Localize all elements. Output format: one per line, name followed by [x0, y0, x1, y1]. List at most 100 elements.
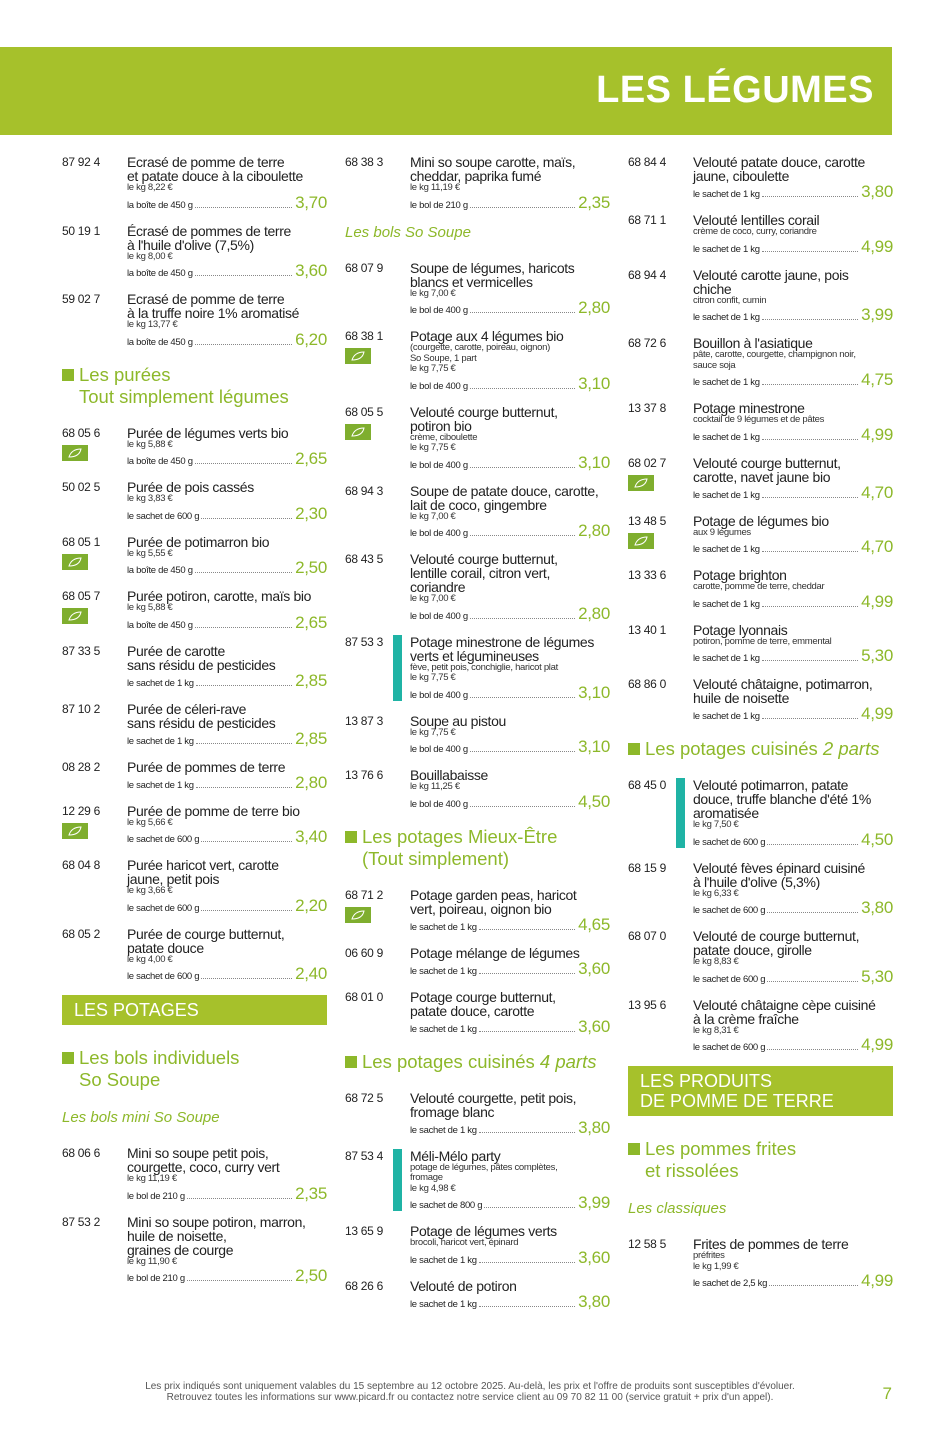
leader — [194, 463, 293, 464]
section-line: Les potages cuisinés 4 parts — [345, 1051, 610, 1073]
product-name: Velouté châtaigne, potimarron, — [693, 676, 873, 692]
column: 68 38 3 Mini so soupe carotte, maïs, chedd… — [345, 155, 610, 1323]
unit: le sachet de 600 g — [693, 973, 766, 985]
product-detail: le kg 11,19 € — [410, 182, 460, 193]
leader — [469, 751, 576, 752]
price: 3,99 — [578, 1193, 610, 1212]
product-name: Velouté carotte jaune, pois — [693, 266, 849, 283]
product-detail: le kg 6,33 € — [693, 887, 739, 899]
unit-row: le sachet de 2,5 kg 4,99 — [693, 1272, 893, 1289]
product-detail: le kg 5,66 € — [127, 816, 173, 828]
product: 68 86 0 Velouté châtaigne, potimarron, hui… — [628, 677, 893, 722]
product-body: Méli-Mélo party potage de légumes, pâtes … — [410, 1149, 610, 1212]
leader — [767, 912, 859, 913]
unit-row: le sachet de 1 kg 4,99 — [693, 238, 893, 255]
product-name: Soupe de patate douce, carotte, — [410, 482, 599, 499]
bio-badge — [345, 348, 371, 364]
section-heading: Les pommes frites et rissolées — [628, 1138, 893, 1182]
product-body: Soupe de légumes, haricots blancs et verm… — [410, 261, 610, 317]
product-detail: potage de légumes, pâtes complètes, — [410, 1161, 558, 1173]
product-detail: le kg 4,00 € — [127, 953, 173, 965]
product: 87 10 2 Purée de céleri-rave sans résidu d… — [62, 702, 327, 747]
product-detail: le kg 11,25 € — [410, 781, 460, 792]
code-cell: 68 94 3 — [345, 484, 410, 540]
product-code: 13 37 8 — [628, 401, 666, 415]
section-heading: Les potages cuisinés 2 parts — [628, 738, 893, 760]
product-name: Velouté châtaigne cèpe cuisiné — [693, 996, 876, 1013]
code-cell: 68 05 6 — [62, 426, 127, 468]
unit-row: le sachet de 1 kg 3,99 — [693, 306, 893, 323]
product: 87 33 5 Purée de carotte sans résidu de pe… — [62, 644, 327, 689]
product-detail: le kg 8,31 € — [693, 1024, 739, 1036]
unit-row: le sachet de 600 g 5,30 — [693, 968, 893, 985]
price: 3,60 — [578, 1016, 610, 1036]
product-code: 68 43 5 — [345, 552, 383, 566]
leader — [761, 438, 859, 440]
code-cell: 68 38 1 — [345, 329, 410, 392]
unit: le sachet de 600 g — [127, 510, 200, 522]
product-name: Velouté fèves épinard cuisiné — [693, 859, 865, 876]
product-name: Velouté potimarron, patate — [693, 777, 849, 793]
unit: le sachet de 1 kg — [410, 921, 477, 933]
section-line: Les potages Mieux-Être — [345, 826, 610, 848]
product-body: Potage minestrone cocktail de 9 légumes e… — [693, 401, 893, 443]
unit-row: le bol de 400 g 3,10 — [410, 738, 610, 755]
leader — [469, 466, 576, 468]
price: 5,30 — [861, 966, 893, 986]
price: 3,60 — [578, 958, 610, 978]
unit: le sachet de 600 g — [693, 836, 766, 848]
code-cell: 13 76 6 — [345, 768, 410, 810]
product-name: sans résidu de pesticides — [127, 714, 276, 731]
product: 06 60 9 Potage mélange de légumes le sache… — [345, 946, 610, 977]
product-code: 50 02 5 — [62, 480, 100, 494]
price: 2,50 — [295, 558, 327, 577]
product-body: Potage lyonnais potiron, pomme de terre, … — [693, 623, 893, 665]
product-detail: le kg 7,75 € — [410, 672, 456, 683]
product-code: 68 05 7 — [62, 589, 100, 603]
leader — [195, 684, 293, 686]
leader — [201, 841, 293, 842]
product-name: Velouté patate douce, carotte — [693, 154, 865, 170]
unit-row: le bol de 400 g 3,10 — [410, 454, 610, 471]
product-detail: le kg 7,00 € — [410, 593, 456, 604]
section-square — [345, 830, 357, 843]
product: 68 72 5 Velouté courgette, petit pois, fro… — [345, 1091, 610, 1136]
section-line: So Soupe — [62, 1069, 327, 1091]
product-detail: pâte, carotte, courgette, champignon noi… — [693, 349, 856, 360]
footer: Les prix indiqués sont uniquement valabl… — [0, 1381, 940, 1403]
leader — [194, 626, 293, 628]
product-name: Potage brighton — [693, 567, 787, 583]
code-cell: 68 07 9 — [345, 261, 410, 317]
code-cell: 06 60 9 — [345, 946, 410, 977]
product-body: Velouté de courge butternut, patate douce… — [693, 929, 893, 985]
product-code: 68 05 6 — [62, 425, 100, 440]
product-detail: préfrites — [693, 1250, 725, 1261]
product-name: Potage courge butternut, — [410, 988, 556, 1005]
leader — [195, 786, 293, 788]
product-code: 87 33 5 — [62, 643, 100, 658]
highlight-bar — [393, 634, 402, 701]
product-body: Purée de céleri-rave sans résidu de pesti… — [127, 702, 327, 747]
product-body: Velouté patate douce, carotte jaune, cibo… — [693, 155, 893, 200]
product-body: Écrasé de pommes de terre à l'huile d'oli… — [127, 224, 327, 280]
product-name: Potage aux 4 légumes bio — [410, 328, 564, 344]
leader — [201, 909, 293, 911]
product: 68 01 0 Potage courge butternut, patate do… — [345, 990, 610, 1035]
section-text: Les potages cuisinés — [362, 1050, 535, 1072]
product-name: à la crème fraîche — [693, 1010, 799, 1027]
product-code: 59 02 7 — [62, 292, 100, 306]
unit-row: le sachet de 1 kg 4,70 — [693, 484, 893, 501]
product-code: 68 05 2 — [62, 926, 100, 941]
product-code: 68 86 0 — [628, 677, 666, 691]
code-cell: 13 37 8 — [628, 401, 693, 443]
unit: la boîte de 450 g — [127, 199, 193, 211]
product-detail: le kg 4,98 € — [410, 1182, 456, 1194]
section-line: (Tout simplement) — [345, 848, 610, 870]
product-name: Potage de légumes verts — [410, 1223, 557, 1239]
product-name: vert, poireau, oignon bio — [410, 900, 552, 917]
code-cell: 68 04 8 — [62, 858, 127, 914]
product-body: Potage de légumes verts brocoli, haricot … — [410, 1224, 610, 1266]
product-body: Bouillon à l'asiatique pâte, carotte, cou… — [693, 336, 893, 388]
product: 68 02 7 Velouté courge butternut, carotte,… — [628, 456, 893, 501]
product: 68 07 0 Velouté de courge butternut, patat… — [628, 929, 893, 985]
